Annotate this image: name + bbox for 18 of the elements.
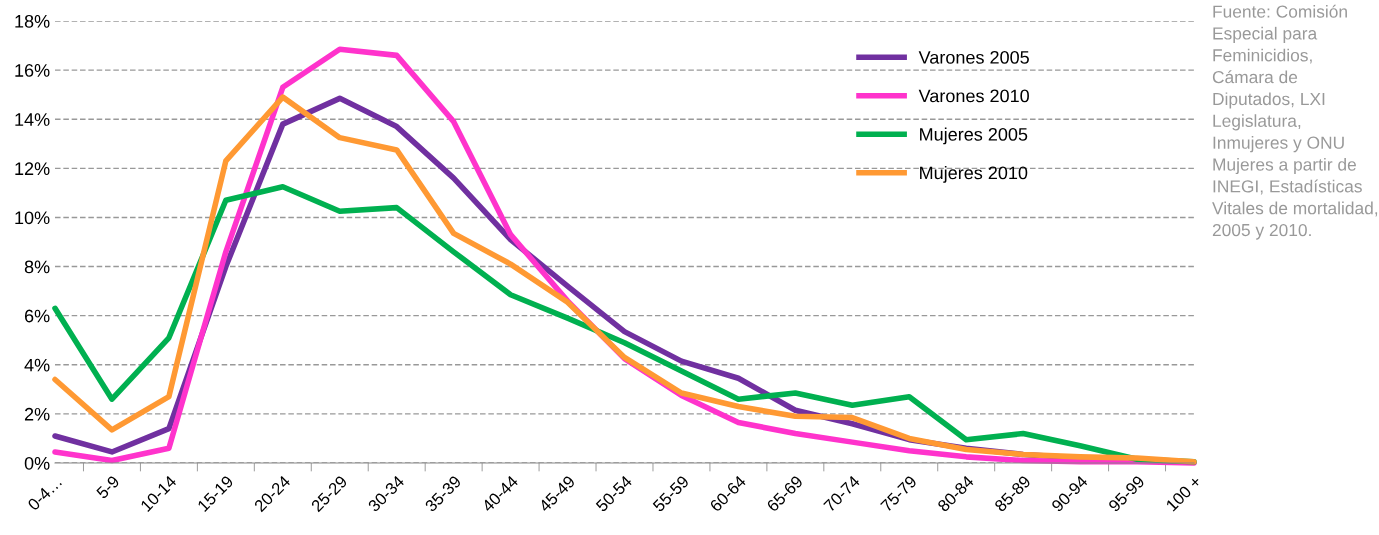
y-tick-label: 12% bbox=[15, 162, 50, 175]
y-tick-label: 6% bbox=[24, 309, 50, 323]
legend-label: Mujeres 2010 bbox=[920, 166, 1028, 183]
y-tick-label: 16% bbox=[15, 64, 50, 77]
text: Fuente: Comisión Especial para Feminicidios, Cámara de Diputados, LXI Legislatura, Inmujeres y ONU Mujeres a partir de INEGI, Estadísticas Vitales de mortalidad, 2005 y 2010. bbox=[1212, 4, 1378, 240]
y-tick-label: 14% bbox=[15, 113, 50, 126]
y-tick-label: 8% bbox=[24, 260, 50, 274]
y-tick-label: 0% bbox=[24, 456, 50, 470]
legend-label: Varones 2005 bbox=[918, 50, 1029, 64]
legend-label: Varones 2010 bbox=[918, 89, 1029, 103]
x-tick-label: 100 + bbox=[1165, 475, 1203, 512]
legend-label: Mujeres 2005 bbox=[920, 127, 1028, 145]
y-tick-label: 4% bbox=[24, 358, 50, 372]
x-tick-label: 0-4… bbox=[26, 476, 63, 512]
y-tick-label: 2% bbox=[24, 407, 50, 421]
y-tick-label: 18% bbox=[15, 14, 50, 28]
x-tick-label: 5-9 bbox=[95, 474, 121, 500]
y-tick-label: 10% bbox=[15, 211, 50, 225]
